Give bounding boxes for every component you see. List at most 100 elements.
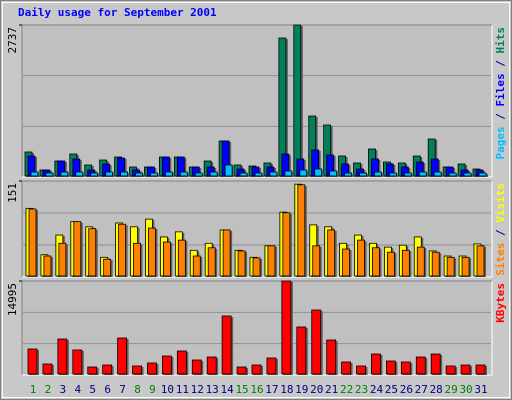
bar (314, 168, 323, 177)
bar (356, 365, 366, 375)
bar (72, 349, 83, 375)
bar (476, 245, 485, 277)
chart-title: Daily usage for September 2001 (18, 6, 217, 19)
bar (132, 365, 142, 375)
bar (341, 361, 352, 375)
x-tick-label: 14 (221, 383, 235, 396)
bar (463, 172, 472, 177)
x-tick-label: 6 (104, 383, 111, 396)
x-tick-label: 22 (340, 383, 353, 396)
bar (293, 24, 302, 177)
bar (371, 353, 381, 375)
plot-area (22, 25, 492, 177)
bar (87, 366, 98, 375)
bar (266, 357, 277, 375)
bar (207, 247, 216, 277)
x-tick-label: 31 (474, 383, 487, 396)
bar (103, 258, 112, 277)
legend-separator: / (494, 54, 507, 74)
bar (177, 239, 186, 277)
bar (120, 171, 128, 177)
x-tick-label: 1 (30, 383, 37, 396)
bar (251, 364, 262, 375)
bar (267, 245, 276, 277)
bar (162, 241, 171, 277)
bar (176, 350, 187, 375)
y-tick-label: 151 (6, 183, 19, 203)
bar (400, 361, 411, 375)
bar (206, 356, 217, 375)
x-tick-label: 23 (355, 383, 368, 396)
x-tick-label: 27 (415, 383, 428, 396)
x-tick-label: 24 (370, 383, 384, 396)
bar (446, 256, 455, 277)
legend: Sites / Visits (494, 183, 507, 276)
bar (342, 248, 351, 277)
bar (388, 172, 397, 177)
x-tick-label: 2 (45, 383, 52, 396)
x-tick-label: 21 (325, 383, 338, 396)
bar (418, 171, 427, 177)
bar (192, 255, 201, 277)
x-tick-label: 3 (60, 383, 67, 396)
bar (30, 171, 39, 177)
bar (105, 171, 114, 177)
bar (179, 171, 188, 177)
bar (252, 257, 261, 277)
bar (297, 184, 306, 277)
bar (281, 280, 292, 375)
x-tick-label: 10 (161, 383, 174, 396)
bar (372, 247, 380, 277)
bar (117, 337, 127, 375)
bar (403, 172, 412, 177)
legend-separator: / (494, 107, 507, 127)
x-tick-label: 8 (134, 383, 141, 396)
bar (430, 353, 441, 375)
legend: Pages / Files / Hits (494, 27, 507, 160)
bar (431, 251, 440, 277)
bar (448, 172, 457, 177)
bar (222, 229, 231, 277)
bar (194, 172, 203, 177)
bar (224, 164, 233, 177)
x-tick-label: 17 (265, 383, 278, 396)
bar (254, 172, 263, 177)
bar (191, 359, 202, 375)
bar (161, 355, 172, 375)
x-tick-label: 13 (206, 383, 219, 396)
bar (147, 362, 157, 375)
bar (133, 242, 141, 277)
bar (284, 170, 293, 177)
bar (374, 171, 382, 177)
bar (88, 228, 97, 277)
bar (311, 309, 322, 375)
bar (401, 249, 410, 277)
bar (45, 172, 54, 177)
bar (27, 348, 38, 375)
bar (416, 246, 425, 277)
x-tick-label: 16 (250, 383, 263, 396)
bar (43, 255, 52, 277)
bar (57, 338, 68, 375)
bar (359, 172, 367, 177)
legend-entry: Sites (494, 243, 507, 276)
x-tick-label: 5 (89, 383, 96, 396)
bar (150, 172, 158, 177)
bar (73, 221, 82, 277)
legend-entry: Visits (494, 183, 507, 223)
x-tick-label: 28 (430, 383, 443, 396)
bar (148, 227, 156, 277)
bar (58, 242, 67, 277)
x-tick-label: 25 (385, 383, 398, 396)
legend-separator: / (494, 223, 507, 243)
bar (312, 245, 321, 277)
bar (478, 172, 487, 177)
bar (75, 171, 84, 177)
bar (164, 171, 173, 177)
x-tick-label: 12 (191, 383, 204, 396)
y-tick-label: 14995 (6, 283, 19, 316)
legend-entry: Pages (494, 126, 507, 159)
bar (357, 239, 365, 277)
x-tick-label: 26 (400, 383, 413, 396)
